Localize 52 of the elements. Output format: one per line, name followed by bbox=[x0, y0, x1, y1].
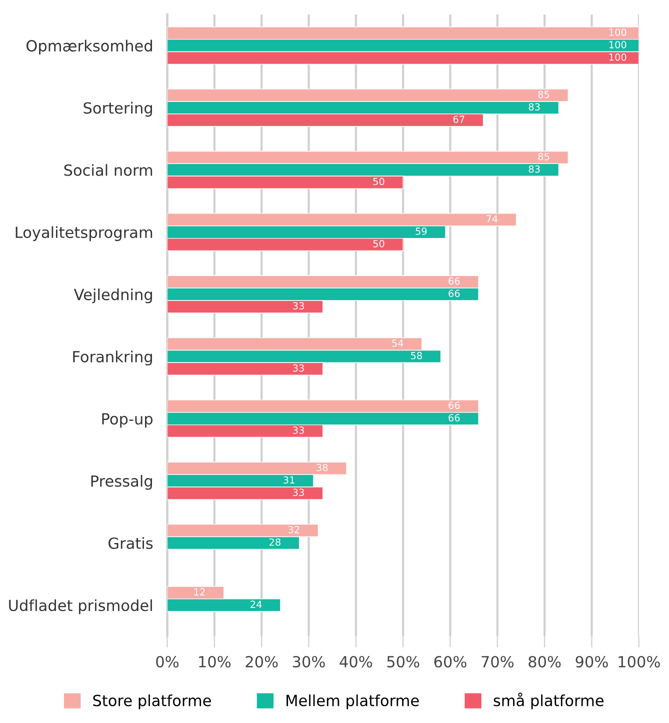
data-label: 85 bbox=[538, 152, 550, 160]
x-tick-label: 80% bbox=[528, 656, 561, 668]
data-label: 12 bbox=[194, 588, 205, 596]
x-tick-label: 50% bbox=[387, 656, 420, 668]
data-label: 50 bbox=[373, 240, 384, 248]
data-label: 33 bbox=[293, 426, 304, 434]
data-label: 24 bbox=[250, 600, 262, 608]
x-tick-label: 0% bbox=[156, 656, 179, 668]
data-label: 54 bbox=[392, 340, 404, 347]
data-label: 83 bbox=[528, 165, 540, 173]
legend-label: små platforme bbox=[494, 692, 604, 710]
y-tick-label: Pressalg bbox=[91, 474, 152, 490]
data-label: 66 bbox=[448, 290, 460, 298]
data-label: 74 bbox=[486, 215, 498, 222]
x-tick-label: 100% bbox=[618, 656, 660, 668]
data-label: 66 bbox=[448, 402, 460, 409]
x-tick-label: 40% bbox=[340, 656, 372, 668]
data-label: 50 bbox=[373, 178, 384, 186]
data-label: 58 bbox=[411, 352, 422, 360]
data-label: 100 bbox=[609, 53, 626, 61]
y-tick-label: Social norm bbox=[64, 164, 152, 176]
data-label: 100 bbox=[609, 28, 626, 36]
x-tick-label: 70% bbox=[482, 656, 514, 668]
y-tick-label: Vejledning bbox=[74, 288, 152, 304]
y-tick-label: Forankring bbox=[73, 350, 152, 366]
data-label: 28 bbox=[269, 538, 280, 546]
data-label: 33 bbox=[293, 488, 304, 496]
y-tick-label: Udfladet prismodel bbox=[9, 599, 152, 614]
y-tick-label: Loyalitetsprogram bbox=[16, 226, 152, 242]
x-tick-label: 20% bbox=[246, 656, 278, 668]
data-label: 100 bbox=[609, 41, 626, 48]
legend-label: Store platforme bbox=[93, 694, 211, 710]
y-tick-label: Sortering bbox=[84, 102, 152, 117]
data-label: 31 bbox=[284, 476, 294, 484]
data-label: 66 bbox=[448, 414, 460, 422]
data-label: 33 bbox=[293, 302, 304, 310]
y-tick-label: Gratis bbox=[108, 537, 153, 549]
data-label: 33 bbox=[293, 364, 304, 372]
data-label: 66 bbox=[448, 277, 460, 285]
y-tick-label: Opmærksomhed bbox=[26, 40, 152, 55]
data-label: 85 bbox=[538, 90, 550, 98]
y-tick-label: Pop-up bbox=[102, 413, 153, 428]
data-label: 67 bbox=[453, 116, 464, 123]
x-tick-label: 30% bbox=[292, 656, 325, 668]
x-tick-label: 10% bbox=[199, 656, 231, 668]
x-tick-label: 90% bbox=[576, 656, 608, 668]
legend-label: Mellem platforme bbox=[286, 694, 419, 710]
data-label: 59 bbox=[416, 228, 427, 235]
x-tick-label: 60% bbox=[434, 656, 466, 668]
data-label: 83 bbox=[528, 103, 540, 111]
data-label: 38 bbox=[316, 464, 328, 472]
data-label: 32 bbox=[288, 526, 300, 534]
